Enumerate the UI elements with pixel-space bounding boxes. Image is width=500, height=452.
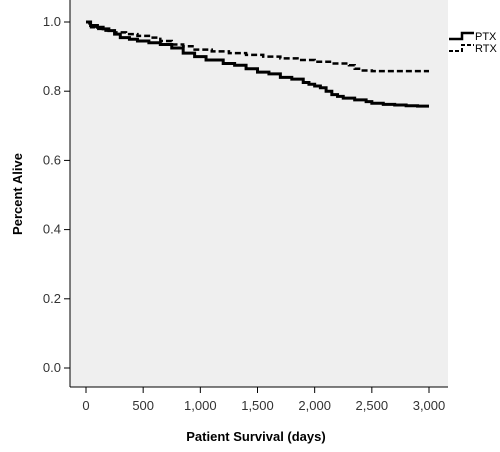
x-axis-ticks: 0 500 1,000 1,500 2,000 2,500 3,000 — [82, 387, 445, 413]
y-tick-label: 1.0 — [43, 14, 61, 29]
y-tick-label: 0.6 — [43, 152, 61, 167]
legend-swatch-rtx — [449, 44, 474, 52]
y-axis-ticks: 0.0 0.2 0.4 0.6 0.8 1.0 — [43, 14, 70, 375]
series-line-rtx — [86, 20, 429, 73]
y-tick-label: 0.0 — [43, 360, 61, 375]
x-axis-title: Patient Survival (days) — [186, 429, 325, 444]
legend-swatch-ptx — [449, 31, 474, 41]
x-tick-label: 2,500 — [356, 398, 389, 413]
series-layer — [86, 20, 429, 108]
x-tick-label: 500 — [132, 398, 154, 413]
x-tick-label: 3,000 — [413, 398, 446, 413]
plot-area — [70, 0, 448, 387]
legend-label-rtx: RTX — [475, 43, 497, 55]
series-line-ptx — [86, 20, 429, 108]
x-tick-label: 0 — [82, 398, 89, 413]
x-tick-label: 1,000 — [184, 398, 217, 413]
y-axis-title: Percent Alive — [10, 153, 25, 235]
x-tick-label: 2,000 — [298, 398, 331, 413]
y-tick-label: 0.4 — [43, 222, 61, 237]
y-tick-label: 0.2 — [43, 291, 61, 306]
legend-label-ptx: PTX — [475, 31, 497, 43]
y-tick-label: 0.8 — [43, 83, 61, 98]
x-tick-label: 1,500 — [241, 398, 274, 413]
